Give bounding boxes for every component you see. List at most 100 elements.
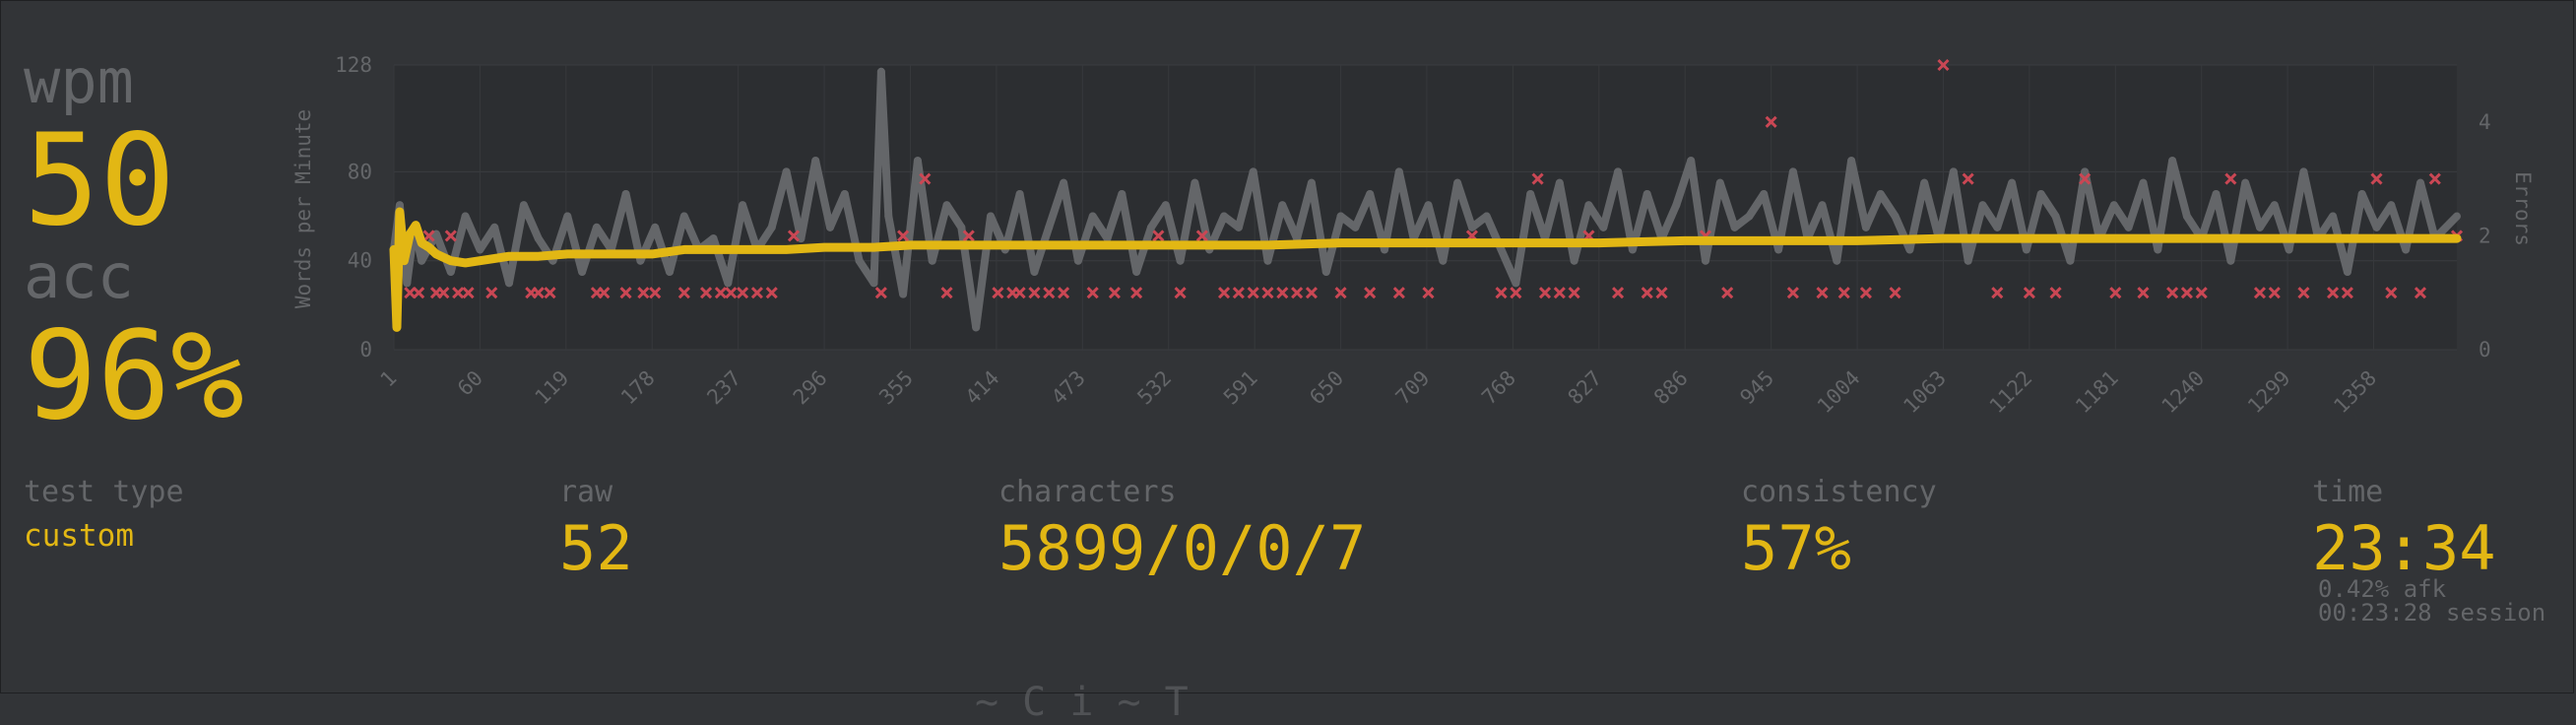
error-marker [1889,287,1901,299]
y-tick-label: 0 [359,338,372,362]
error-marker-stroke [2166,287,2179,299]
error-marker [919,172,932,185]
error-marker [1765,115,1777,128]
error-marker-stroke [1816,287,1829,299]
raw-wpm-point [1891,212,1900,221]
afk-percentage: 0.42% afk [2318,575,2447,603]
error-marker [422,230,435,242]
characters-label: characters [998,475,1177,509]
raw-value[interactable]: 52 [559,512,633,584]
error-marker [2327,287,2340,299]
characters-value[interactable]: 5899/0/0/7 [998,512,1367,584]
error-marker-stroke [422,230,435,242]
error-marker [637,287,650,299]
error-marker-stroke [452,287,465,299]
error-marker-stroke [1305,287,1318,299]
raw-wpm-point [1715,178,1724,187]
error-marker-stroke [2079,172,2092,185]
x-tick-label: 1063 [1899,366,1951,414]
x-tick-label: 296 [789,366,832,410]
raw-wpm-point [636,256,645,265]
raw-wpm-point [1381,245,1389,254]
raw-wpm-point [1526,189,1535,198]
error-marker [532,287,545,299]
raw-wpm-point [2066,256,2075,265]
raw-wpm-point [621,189,630,198]
raw-wpm-point [1628,245,1637,254]
error-marker-stroke [940,287,953,299]
error-marker-stroke [1108,287,1121,299]
raw-wpm-point [1833,256,1841,265]
time-value[interactable]: 23:34 [2312,512,2496,584]
error-marker-stroke [1568,287,1580,299]
raw-wpm-point [1278,201,1287,210]
raw-wpm-point [797,234,805,243]
error-marker-stroke [1721,287,1734,299]
wpm-line [389,207,2462,332]
x-tick-label: 591 [1219,366,1262,410]
error-marker-stroke [2023,287,2035,299]
raw-wpm-point [2139,178,2148,187]
error-marker [1721,287,1734,299]
error-marker [1057,287,1070,299]
raw-wpm-point [1774,245,1783,254]
error-marker [677,287,690,299]
error-marker-stroke [1937,58,1950,72]
raw-wpm-point [578,267,587,276]
x-tick-label: 1 [376,366,402,392]
raw-wpm-point [1847,157,1856,165]
error-marker [2023,287,2035,299]
raw-wpm-point [2008,178,2017,187]
raw-wpm-point [2124,223,2133,231]
x-tick-label: 945 [1735,366,1778,410]
raw-wpm-point [2182,212,2191,221]
y-tick-label: 80 [348,160,372,183]
raw-wpm-point [476,245,484,254]
raw-wpm-point [1030,267,1039,276]
error-marker [992,287,1004,299]
raw-wpm-point [1146,223,1155,231]
error-marker [897,230,910,242]
raw-wpm-point [1263,256,1272,265]
error-marker [1195,230,1208,242]
error-marker [737,287,749,299]
session-time: 00:23:28 session [2318,599,2546,626]
raw-wpm-point [1497,245,1506,254]
raw-wpm-point [1088,212,1097,221]
raw-wpm-point [2154,245,2162,254]
y-tick-label: 40 [348,249,372,273]
test-type-value[interactable]: custom [24,518,134,554]
error-marker-stroke [1531,172,1544,185]
raw-wpm-point [942,201,951,210]
error-marker-stroke [1641,287,1653,299]
wpm-value[interactable]: 50 [24,107,176,254]
error-marker [1655,287,1668,299]
raw-wpm-point [1672,201,1681,210]
error-marker [2049,287,2062,299]
y2-axis-title: Errors [2511,171,2535,246]
error-marker-stroke [1291,287,1304,299]
x-tick-label: 886 [1649,366,1693,410]
accuracy-value[interactable]: 96% [24,305,244,447]
error-marker [544,287,556,299]
error-marker [1174,287,1187,299]
error-marker [874,287,887,299]
raw-wpm-point [418,256,426,265]
error-marker [2341,287,2353,299]
error-marker [2109,287,2122,299]
error-marker [2385,287,2398,299]
raw-wpm-point [1905,245,1914,254]
error-marker-stroke [874,287,887,299]
error-marker [2180,287,2193,299]
error-marker-stroke [919,172,932,185]
error-marker-stroke [2297,287,2310,299]
x-tick-label: 709 [1391,366,1435,410]
error-marker-stroke [2195,287,2208,299]
raw-wpm-point [855,256,864,265]
wpm-chart[interactable]: 0 40 80 128 0 2 4 1 60 119 178 237 296 355 414 473 532 59… [0,0,2576,414]
error-marker-stroke [1232,287,1245,299]
raw-wpm-point [651,223,660,231]
raw-wpm-point [1760,189,1769,198]
consistency-value[interactable]: 57% [1741,512,1851,584]
error-marker [1568,287,1580,299]
